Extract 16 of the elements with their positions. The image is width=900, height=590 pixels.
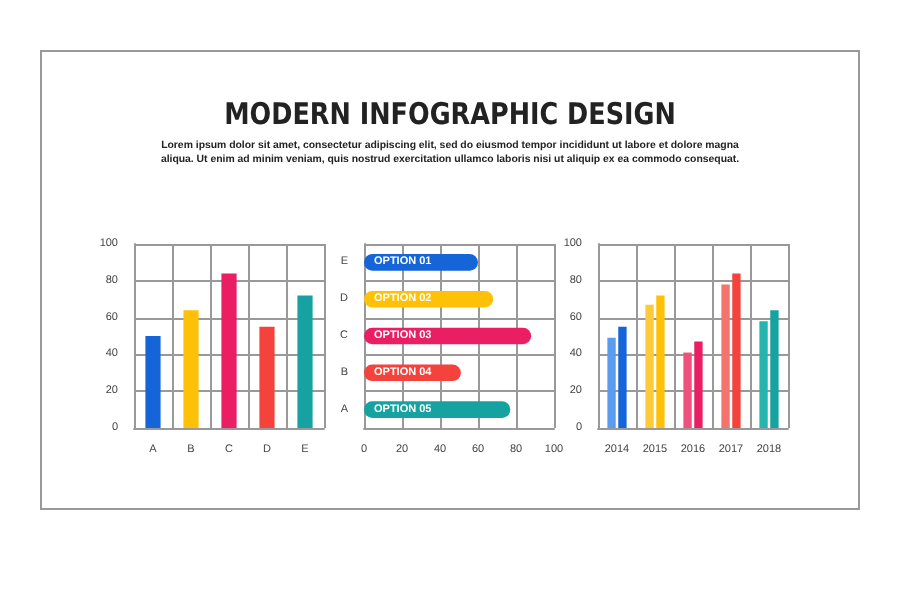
- bar: [259, 326, 275, 428]
- bar: [183, 310, 199, 428]
- bar: [145, 336, 161, 428]
- bar: [607, 337, 616, 428]
- text: MODERN INFOGRAPHIC DESIGN: [222, 96, 678, 132]
- bar: [645, 304, 654, 428]
- bar: [683, 352, 692, 428]
- bar: [759, 321, 768, 428]
- bar: [221, 273, 237, 428]
- bar: [297, 295, 313, 428]
- bar: [721, 284, 730, 428]
- bar: [618, 326, 627, 428]
- bar: [656, 295, 665, 428]
- bar: [770, 310, 779, 428]
- bar: [694, 341, 703, 428]
- bar: [732, 273, 741, 428]
